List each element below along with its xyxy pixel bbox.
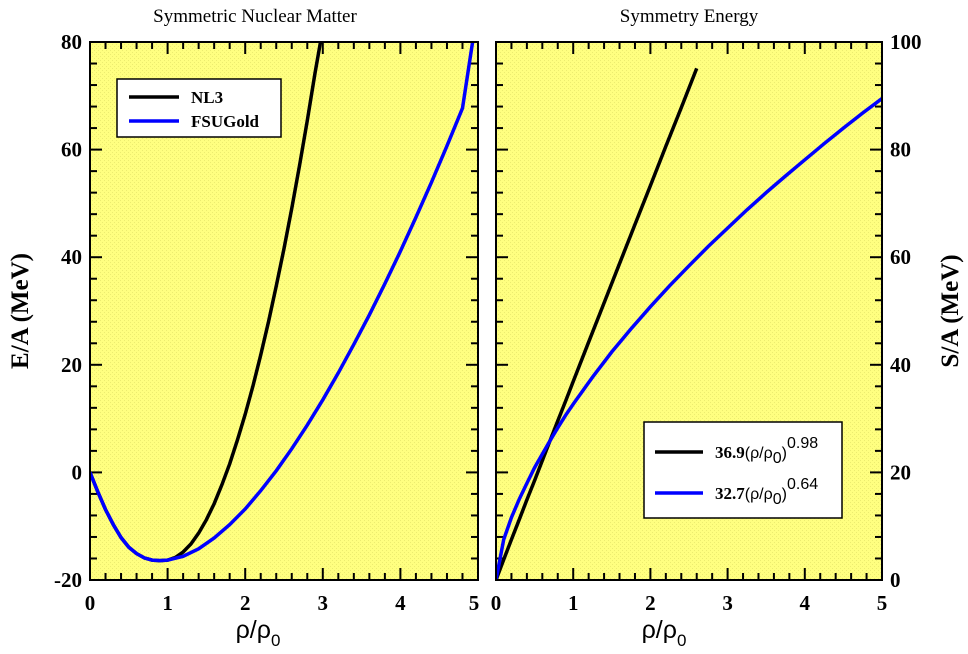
right-x-tick-label: 5 (877, 591, 888, 615)
right-x-label-sub: 0 (677, 631, 686, 650)
legend-sub-098: 0 (773, 450, 782, 467)
legend-close-064: ) (782, 486, 787, 503)
series-line-power-098 (496, 67, 699, 580)
left-legend: NL3 FSUGold (116, 78, 282, 138)
left-y-axis-label: E/A (MeV) (7, 253, 34, 369)
left-x-tick-label: 0 (85, 591, 96, 615)
right-y-tick-label: 40 (890, 353, 911, 377)
left-chart-title: Symmetric Nuclear Matter (153, 6, 357, 27)
left-x-label-sub: 0 (271, 631, 280, 650)
legend-base-098: (ρ/ρ (745, 445, 773, 462)
left-y-tick-label: 40 (61, 245, 82, 269)
right-x-tick-label: 0 (491, 591, 502, 615)
left-x-tick-label: 2 (240, 591, 251, 615)
left-y-tick-label: 0 (72, 460, 83, 484)
left-plot-frame (89, 41, 479, 581)
right-x-tick-label: 4 (800, 591, 811, 615)
right-y-tick-label: 0 (890, 568, 901, 592)
legend-base-064: (ρ/ρ (745, 486, 773, 503)
right-series-group (496, 67, 882, 580)
right-x-label-rho: ρ/ρ (642, 616, 677, 644)
left-y-tick-label: 60 (61, 138, 82, 162)
legend-coef-098: 36.9 (715, 443, 745, 462)
legend-exp-064: 0.64 (787, 476, 818, 493)
legend-sub-064: 0 (773, 491, 782, 508)
legend-coef-064: 32.7 (715, 484, 745, 503)
right-y-tick-label: 20 (890, 460, 911, 484)
series-line-fsugold (90, 42, 475, 563)
right-x-tick-label: 1 (568, 591, 579, 615)
left-legend-box (116, 78, 282, 138)
left-x-tick-label: 3 (318, 591, 329, 615)
right-x-tick-label: 3 (722, 591, 733, 615)
left-x-label-rho: ρ/ρ (236, 616, 271, 644)
legend-close-098: ) (782, 445, 787, 462)
legend-label-power-098: 36.9(ρ/ρ0)0.98 (715, 435, 818, 467)
legend-exp-098: 0.98 (787, 435, 818, 452)
right-y-tick-label: 100 (890, 30, 922, 54)
right-legend-box (643, 421, 843, 519)
left-x-tick-label: 4 (395, 591, 406, 615)
right-chart-title: Symmetry Energy (620, 6, 759, 27)
legend-label-power-064: 32.7(ρ/ρ0)0.64 (715, 476, 818, 508)
right-y-axis-label: S/A (MeV) (937, 254, 964, 367)
left-y-tick-label: 20 (61, 353, 82, 377)
right-y-tick-label: 60 (890, 245, 911, 269)
left-y-tick-label: -20 (54, 568, 82, 592)
left-series-group (90, 42, 475, 563)
right-x-axis-label: ρ/ρ0 (642, 616, 687, 650)
legend-label-nl3: NL3 (191, 88, 223, 107)
left-y-tick-label: 80 (61, 30, 82, 54)
right-x-tick-label: 2 (645, 591, 656, 615)
right-plot-frame (495, 41, 883, 581)
left-x-tick-label: 5 (469, 591, 480, 615)
left-x-tick-label: 1 (162, 591, 173, 615)
legend-label-fsugold: FSUGold (191, 112, 260, 131)
right-y-tick-label: 80 (890, 138, 911, 162)
left-x-axis-label: ρ/ρ0 (236, 616, 281, 650)
right-legend: 36.9(ρ/ρ0)0.98 32.7(ρ/ρ0)0.64 (643, 421, 843, 519)
series-line-power-064 (496, 97, 882, 580)
